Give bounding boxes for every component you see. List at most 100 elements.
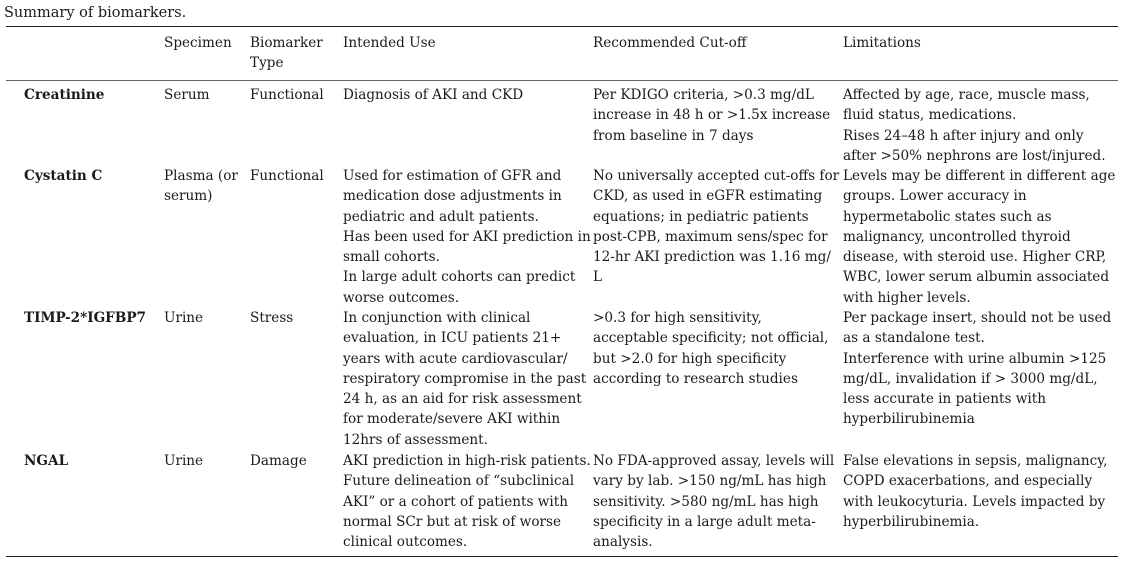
recommended-cutoff-line: 12-hr AKI prediction was 1.16 mg/ [593,249,831,266]
recommended-cutoff-line: from baseline in 7 days [593,127,754,144]
specimen: Urine [164,308,203,328]
intended-use-line: 12hrs of assessment. [343,431,488,448]
recommended-cutoff-line: analysis. [593,534,653,551]
header-intended-use-line: Intended Use [343,35,436,51]
intended-use-line: medication dose adjustments in [343,188,562,205]
specimen: Plasma (or serum) [164,166,238,207]
intended-use-line: small cohorts. [343,249,440,266]
intended-use-line: clinical outcomes. [343,534,468,551]
intended-use-line: Has been used for AKI prediction in [343,228,591,245]
header-recommended-cutoff: Recommended Cut-off [593,33,746,53]
recommended-cutoff-line: No universally accepted cut-offs for [593,168,840,184]
limitations-line: after >50% nephrons are lost/injured. [843,147,1106,164]
recommended-cutoff-line: Per KDIGO criteria, >0.3 mg/dL [593,87,814,103]
intended-use-line: AKI prediction in high-risk patients. [343,453,591,469]
intended-use-line: 24 h, as an aid for risk assessment [343,391,582,408]
recommended-cutoff-line: sensitivity. >580 ng/mL has high [593,493,819,510]
header-biomarker-type-line: Biomarker [250,35,323,51]
recommended-cutoff-line: equations; in pediatric patients [593,208,809,225]
recommended-cutoff-line: >0.3 for high sensitivity, [593,310,762,326]
limitations: Per package insert, should not be used as… [843,308,1111,430]
limitations-line: groups. Lower accuracy in [843,188,1027,205]
header-biomarker-type: Biomarker Type [250,33,323,74]
recommended-cutoff: >0.3 for high sensitivity, acceptable spe… [593,308,828,389]
recommended-cutoff-line: CKD, as used in eGFR estimating [593,188,823,205]
intended-use-line: In large adult cohorts can predict [343,269,576,286]
intended-use-line: years with acute cardiovascular/ [343,350,568,367]
limitations-line: Per package insert, should not be used [843,310,1112,326]
intended-use-line: AKI” or a cohort of patients with [343,493,568,510]
specimen: Serum [164,85,210,105]
limitations-line: fluid status, medications. [843,107,1017,124]
limitations-line: as a standalone test. [843,330,985,347]
intended-use-line: for moderate/severe AKI within [343,411,561,428]
header-specimen: Specimen [164,33,232,53]
intended-use: Used for estimation of GFR and medication… [343,166,591,308]
biomarker-type-line: Functional [250,168,324,184]
limitations-line: hyperbilirubinemia. [843,513,980,530]
limitations-line: Affected by age, race, muscle mass, [843,87,1090,103]
biomarker-name-line: TIMP-2*IGFBP7 [24,310,146,326]
table-bottom-rule [6,556,1118,557]
limitations: False elevations in sepsis, malignancy, C… [843,451,1107,532]
biomarker-name-line: Cystatin C [24,168,103,184]
recommended-cutoff-line: but >2.0 for high specificity [593,350,787,367]
recommended-cutoff: No universally accepted cut-offs for CKD,… [593,166,839,288]
intended-use: In conjunction with clinical evaluation, … [343,308,586,450]
recommended-cutoff-line: post-CPB, maximum sens/spec for [593,228,828,245]
limitations-line: False elevations in sepsis, malignancy, [843,453,1108,469]
biomarker-name-line: Creatinine [24,87,105,103]
recommended-cutoff-line: according to research studies [593,370,798,387]
limitations-line: disease, with steroid use. Higher CRP, [843,249,1107,266]
intended-use-line: worse outcomes. [343,289,460,306]
biomarker-name: TIMP-2*IGFBP7 [24,308,146,328]
specimen-line: Serum [164,87,210,103]
intended-use-line: Diagnosis of AKI and CKD [343,87,524,103]
recommended-cutoff-line: acceptable specificity; not official, [593,330,829,347]
recommended-cutoff: No FDA-approved assay, levels will vary b… [593,451,834,552]
header-recommended-cutoff-line: Recommended Cut-off [593,35,747,51]
biomarker-type: Functional [250,85,324,105]
intended-use-line: pediatric and adult patients. [343,208,539,225]
limitations: Levels may be different in different age… [843,166,1115,308]
table-caption: Summary of biomarkers. [4,5,187,21]
header-intended-use: Intended Use [343,33,436,53]
recommended-cutoff-line: vary by lab. >150 ng/mL has high [593,473,827,490]
limitations-line: Levels may be different in different age [843,168,1116,184]
biomarker-name: Cystatin C [24,166,102,186]
header-specimen-line: Specimen [164,35,232,51]
table-top-rule [6,26,1118,27]
biomarker-type-line: Stress [250,310,294,326]
limitations-line: Interference with urine albumin >125 [843,350,1107,367]
biomarker-name: Creatinine [24,85,104,105]
intended-use: Diagnosis of AKI and CKD [343,85,523,105]
header-limitations-line: Limitations [843,35,921,51]
biomarker-type-line: Functional [250,87,324,103]
intended-use-line: Future delineation of “subclinical [343,473,575,490]
intended-use-line: normal SCr but at risk of worse [343,513,562,530]
limitations-line: malignancy, uncontrolled thyroid [843,228,1071,245]
limitations-line: less accurate in patients with [843,391,1046,408]
intended-use-line: respiratory compromise in the past [343,370,587,387]
limitations-line: with leukocyturia. Levels impacted by [843,493,1106,510]
intended-use: AKI prediction in high-risk patients. Fut… [343,451,591,552]
specimen-line: Plasma (or [164,168,238,184]
specimen-line: Urine [164,453,204,469]
intended-use-line: Used for estimation of GFR and [343,168,562,184]
limitations-line: hypermetabolic states such as [843,208,1052,225]
limitations-line: with higher levels. [843,289,971,306]
limitations: Affected by age, race, muscle mass, fluid… [843,85,1106,166]
limitations-line: Rises 24–48 h after injury and only [843,127,1084,144]
header-biomarker-type-line: Type [250,55,284,72]
limitations-line: WBC, lower serum albumin associated [843,269,1110,286]
biomarker-type: Damage [250,451,307,471]
limitations-line: COPD exacerbations, and especially [843,473,1093,490]
table-header-rule [6,80,1118,81]
specimen-line: serum) [164,188,213,205]
recommended-cutoff-line: No FDA-approved assay, levels will [593,453,835,469]
intended-use-line: In conjunction with clinical [343,310,531,326]
limitations-line: hyperbilirubinemia [843,411,975,428]
limitations-line: mg/dL, invalidation if > 3000 mg/dL, [843,370,1098,387]
biomarker-type: Functional [250,166,324,186]
biomarker-type: Stress [250,308,293,328]
